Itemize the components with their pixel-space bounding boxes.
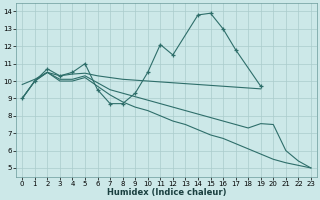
X-axis label: Humidex (Indice chaleur): Humidex (Indice chaleur) — [107, 188, 226, 197]
